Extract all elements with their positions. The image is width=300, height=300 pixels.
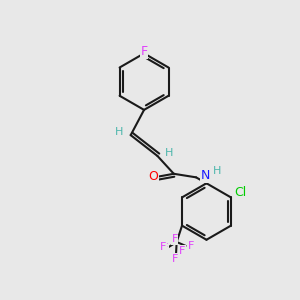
Text: F: F	[188, 241, 194, 251]
Text: H: H	[164, 148, 173, 158]
Text: H: H	[213, 166, 222, 176]
Text: F: F	[179, 246, 185, 256]
Text: F: F	[171, 234, 178, 244]
Text: Cl: Cl	[234, 186, 247, 200]
Text: H: H	[115, 127, 124, 137]
Text: F: F	[160, 242, 167, 252]
Text: O: O	[148, 170, 158, 183]
Text: F: F	[171, 254, 178, 264]
Text: N: N	[200, 169, 210, 182]
Text: F: F	[140, 45, 148, 58]
Text: F: F	[162, 243, 168, 253]
